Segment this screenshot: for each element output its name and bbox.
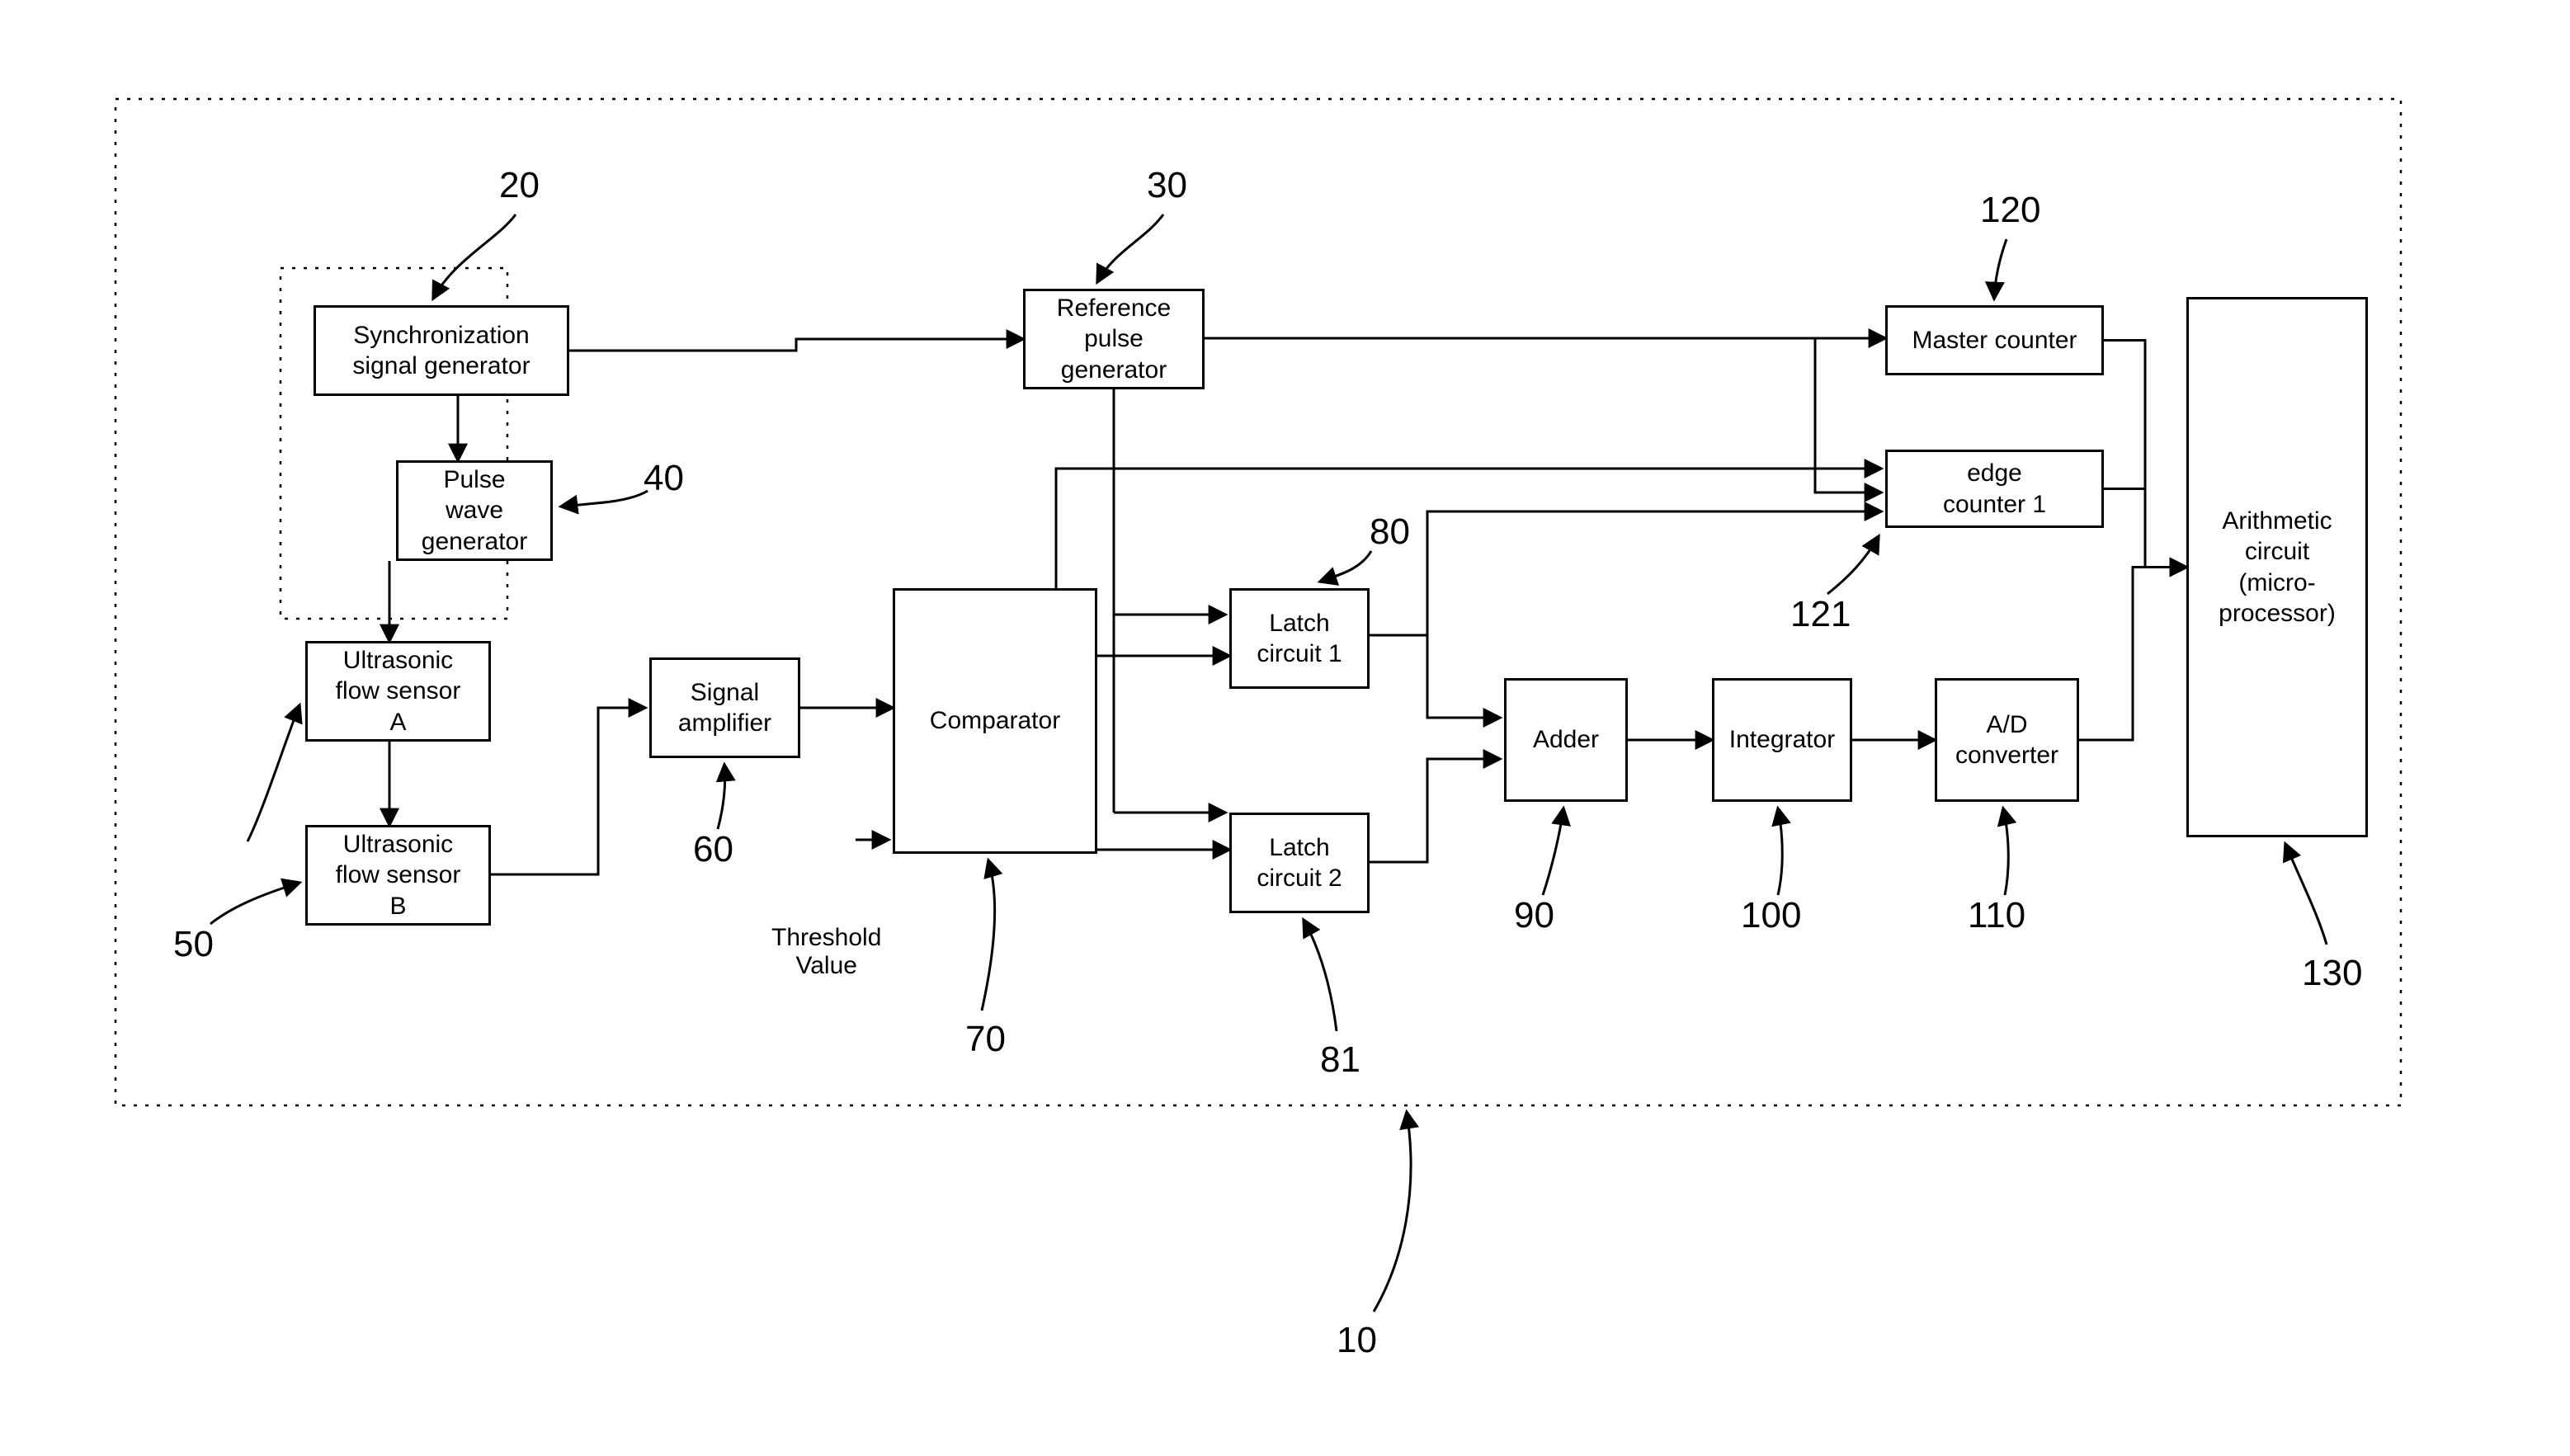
- connector: [491, 708, 645, 874]
- block-adc: A/D converter: [1935, 678, 2079, 802]
- block-arith: Arithmetic circuit (micro- processor): [2186, 297, 2368, 837]
- block-integ: Integrator: [1712, 678, 1852, 802]
- ref-leader: [1097, 214, 1163, 282]
- ref-label-20: 20: [499, 165, 540, 206]
- ref-leader: [248, 705, 299, 841]
- connector: [2104, 489, 2186, 568]
- ref-leader: [1827, 536, 1879, 594]
- block-edge: edge counter 1: [1885, 450, 2104, 528]
- ref-label-81: 81: [1320, 1039, 1360, 1081]
- connector: [2104, 341, 2186, 568]
- ref-label-121: 121: [1790, 594, 1851, 635]
- block-master: Master counter: [1885, 305, 2104, 375]
- block-sensB: Ultrasonic flow sensor B: [305, 825, 491, 926]
- ref-label-70: 70: [965, 1019, 1006, 1060]
- ref-label-10: 10: [1337, 1320, 1377, 1361]
- block-refpulse: Reference pulse generator: [1023, 289, 1205, 389]
- block-pulse: Pulse wave generator: [396, 460, 553, 561]
- ref-leader: [2285, 844, 2327, 945]
- connector: [1056, 469, 1881, 588]
- label-threshold: Threshold Value: [771, 924, 881, 980]
- connector: [1370, 759, 1500, 862]
- ref-label-90: 90: [1514, 895, 1554, 936]
- ref-leader: [982, 860, 995, 1011]
- block-amp: Signal amplifier: [649, 657, 800, 758]
- block-comp: Comparator: [893, 588, 1097, 854]
- connector: [569, 339, 1023, 351]
- ref-label-100: 100: [1741, 895, 1801, 936]
- block-latch1: Latch circuit 1: [1229, 588, 1370, 689]
- diagram-stage: Synchronization signal generator Pulse wa…: [0, 0, 2570, 1456]
- ref-leader: [561, 491, 648, 507]
- ref-label-30: 30: [1147, 165, 1187, 206]
- ref-leader: [1543, 808, 1563, 895]
- ref-label-120: 120: [1980, 190, 2040, 231]
- ref-label-110: 110: [1968, 895, 2025, 936]
- ref-label-60: 60: [693, 829, 733, 870]
- block-latch2: Latch circuit 2: [1229, 813, 1370, 913]
- block-sync: Synchronization signal generator: [314, 305, 569, 396]
- block-adder: Adder: [1504, 678, 1628, 802]
- ref-label-50: 50: [173, 924, 214, 965]
- connector: [1815, 338, 1881, 492]
- ref-leader: [2003, 808, 2008, 895]
- ref-label-40: 40: [644, 458, 684, 499]
- ref-leader: [1304, 920, 1337, 1031]
- ref-leader: [433, 214, 516, 299]
- ref-leader: [210, 883, 299, 924]
- ref-label-80: 80: [1370, 511, 1410, 553]
- ref-leader: [1778, 808, 1782, 895]
- ref-label-130: 130: [2302, 953, 2362, 994]
- connector: [1370, 635, 1500, 718]
- ref-leader: [718, 765, 725, 829]
- ref-leader: [1374, 1112, 1411, 1312]
- ref-leader: [1320, 551, 1371, 582]
- ref-leader: [1994, 239, 2006, 299]
- block-sensA: Ultrasonic flow sensor A: [305, 641, 491, 742]
- connector: [2079, 568, 2186, 741]
